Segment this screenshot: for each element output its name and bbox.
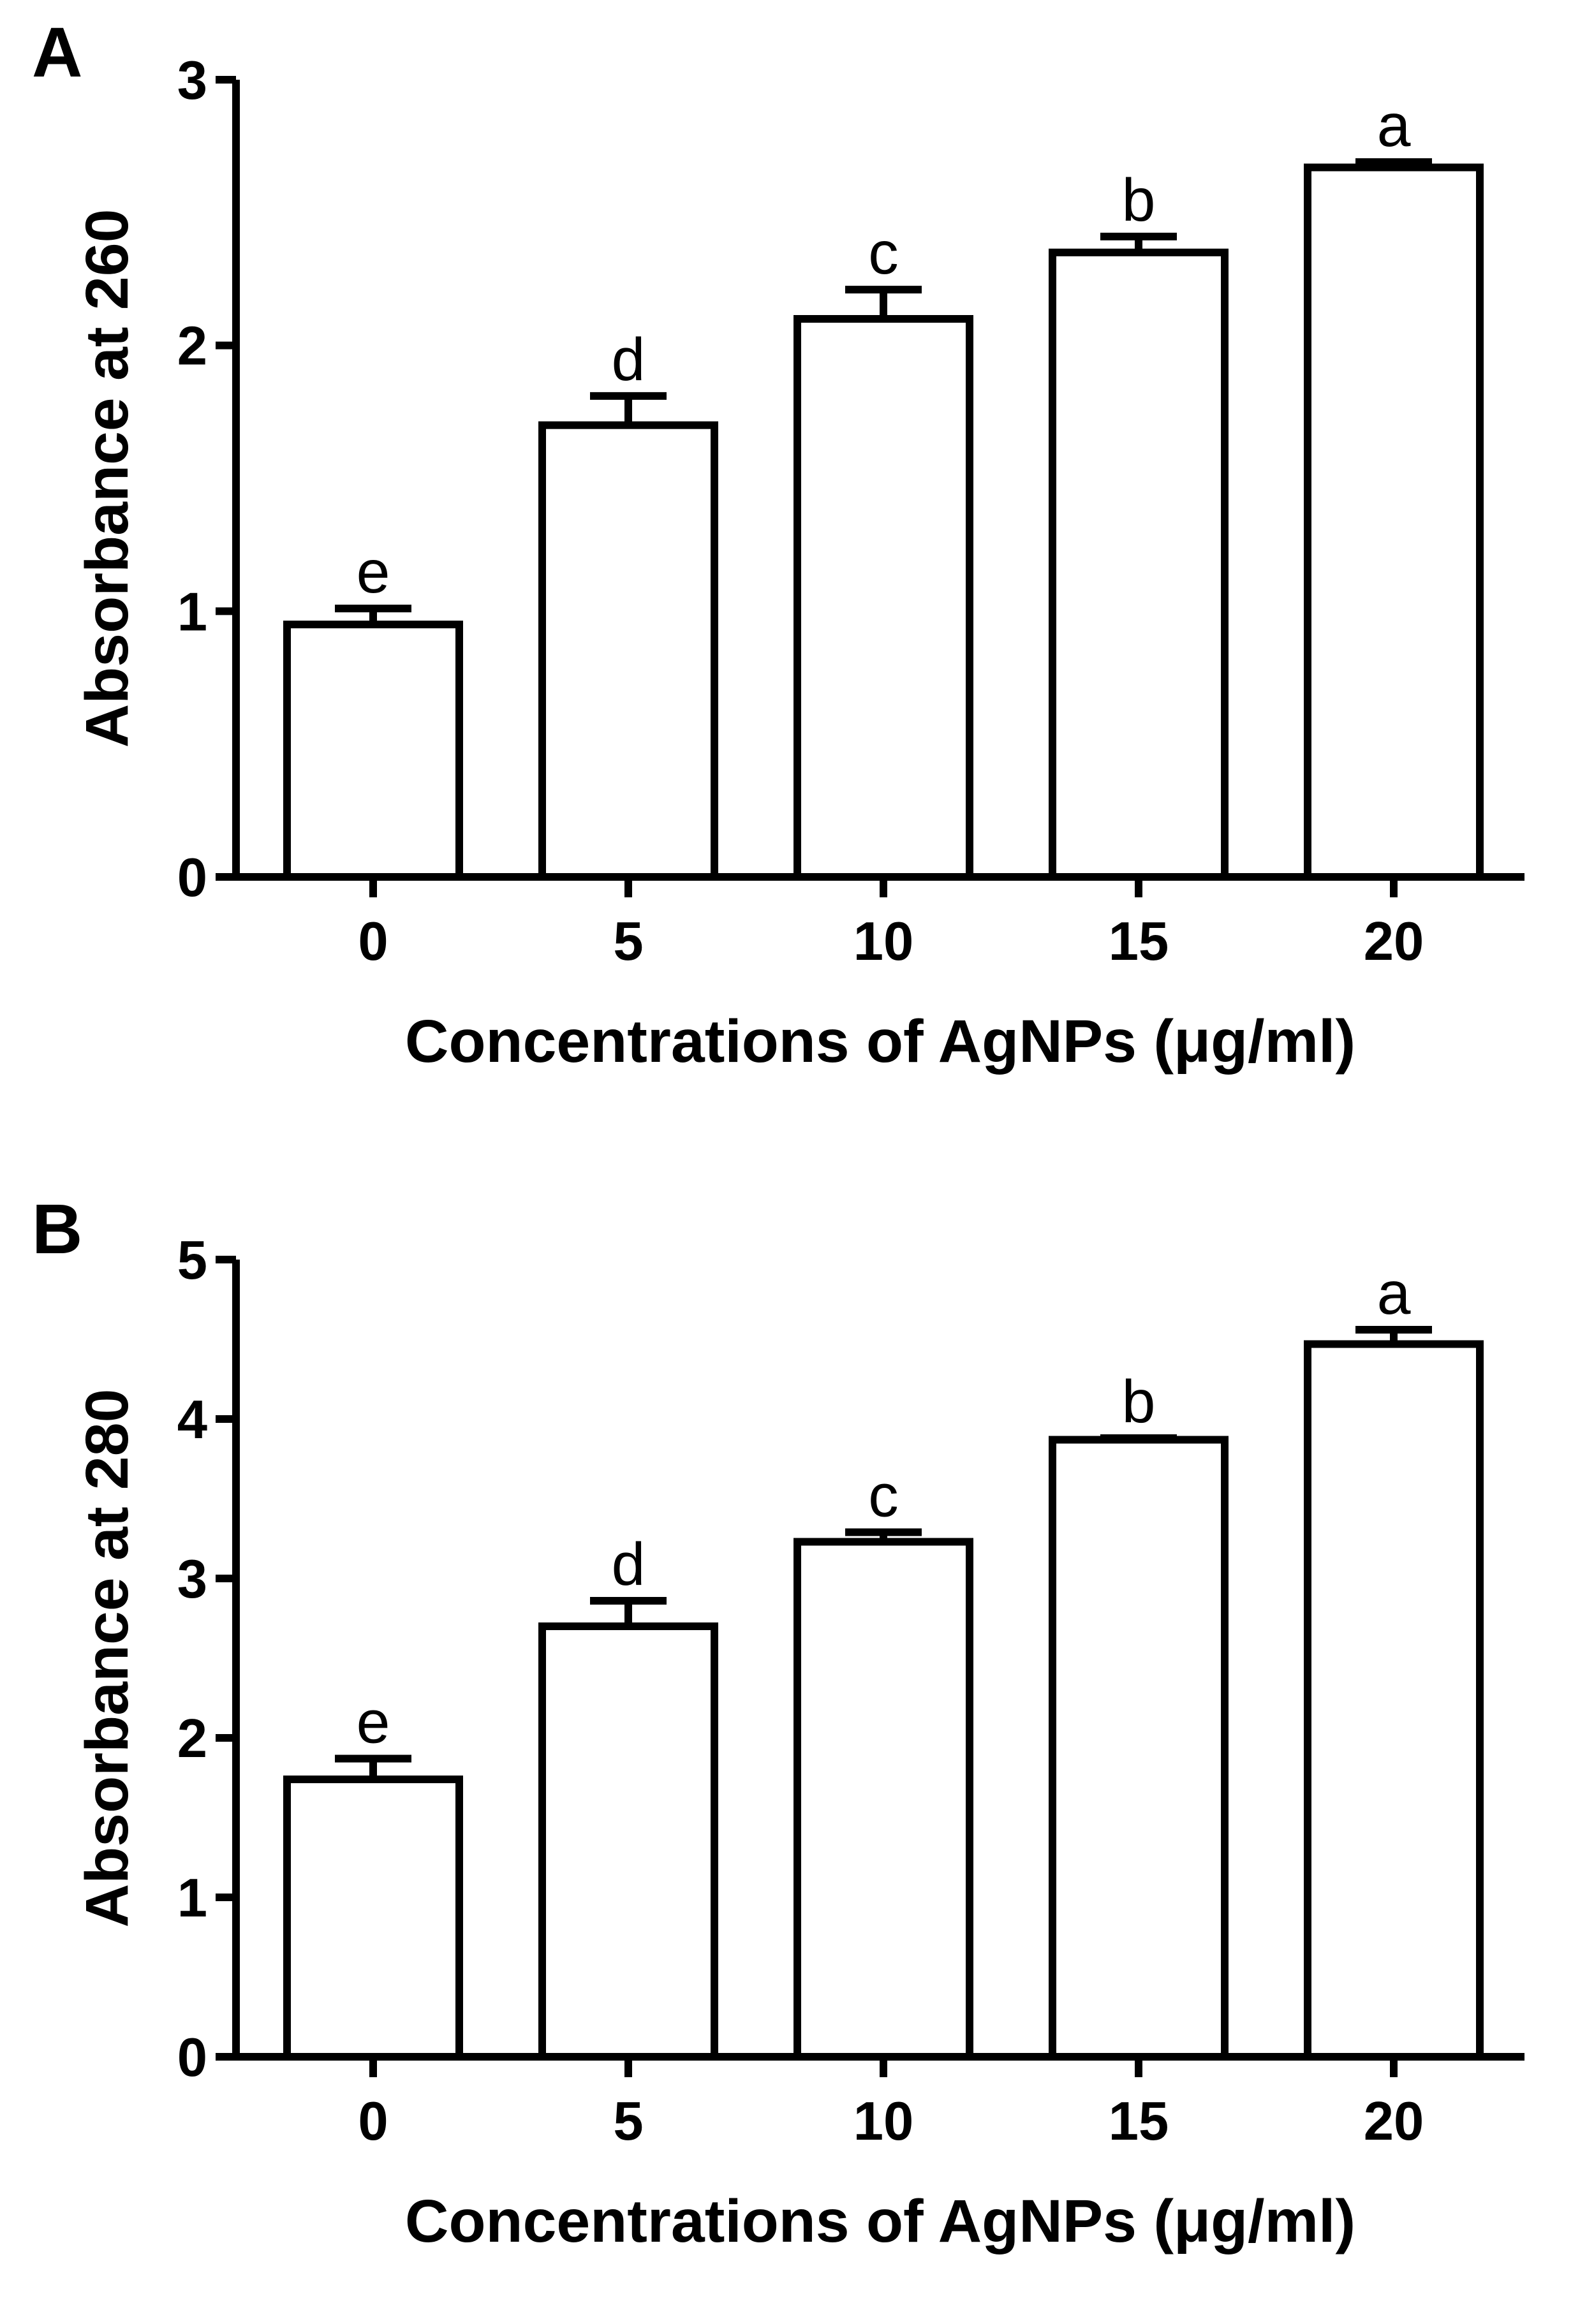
x-tick-label: 5 (613, 911, 643, 972)
significance-letter: d (612, 1531, 646, 1598)
x-tick-label: 15 (1109, 911, 1169, 972)
x-tick-label: 0 (358, 2091, 388, 2152)
y-tick-label: 5 (177, 1230, 207, 1291)
panel-label: A (32, 13, 82, 92)
bar (794, 1538, 973, 2061)
y-tick-label: 1 (177, 1868, 207, 1929)
significance-letter: b (1122, 1368, 1156, 1436)
y-tick-label: 0 (177, 848, 207, 908)
bar (1049, 248, 1229, 881)
y-tick-label: 2 (177, 1709, 207, 1769)
y-tick-label: 1 (177, 582, 207, 642)
bar (538, 421, 718, 881)
bar (1049, 1436, 1229, 2061)
y-tick-label: 3 (177, 1549, 207, 1610)
bar (538, 1622, 718, 2061)
x-tick-label: 20 (1364, 2091, 1424, 2152)
y-tick-label: 0 (177, 2027, 207, 2088)
y-tick-label: 2 (177, 316, 207, 377)
y-axis-title: Absorbance at 260 (73, 209, 141, 748)
bar (1304, 163, 1484, 881)
bar (283, 621, 463, 881)
significance-letter: a (1377, 92, 1411, 159)
significance-letter: e (357, 538, 390, 606)
significance-letter: d (612, 326, 646, 393)
bar (283, 1776, 463, 2061)
x-tick-label: 10 (853, 911, 914, 972)
significance-letter: b (1122, 166, 1156, 234)
x-tick-label: 0 (358, 911, 388, 972)
x-tick-label: 10 (853, 2091, 914, 2152)
x-tick-label: 20 (1364, 911, 1424, 972)
panel-label: B (32, 1190, 82, 1269)
y-tick-label: 3 (177, 50, 207, 111)
x-tick-label: 15 (1109, 2091, 1169, 2152)
panel-b: Be 0 d 5 c 10 b 15 a 20 0 1 2 3 4 5 Absorbance at 280 Con… (32, 1190, 1524, 2255)
bar (1304, 1340, 1484, 2061)
x-tick-label: 5 (613, 2091, 643, 2152)
significance-letter: c (868, 219, 899, 287)
significance-letter: e (357, 1689, 390, 1756)
significance-letter: c (868, 1462, 899, 1530)
bar (794, 315, 973, 881)
y-axis-title: Absorbance at 280 (73, 1389, 141, 1928)
x-axis-title: Concentrations of AgNPs (μg/ml) (405, 2188, 1355, 2255)
y-tick-label: 4 (177, 1390, 207, 1450)
x-axis-title: Concentrations of AgNPs (μg/ml) (405, 1008, 1355, 1075)
panel-a: Ae 0 d 5 c 10 b 15 a 20 0 1 2 3 Absorbance at 260 Conce… (32, 13, 1524, 1075)
significance-letter: a (1377, 1260, 1411, 1327)
